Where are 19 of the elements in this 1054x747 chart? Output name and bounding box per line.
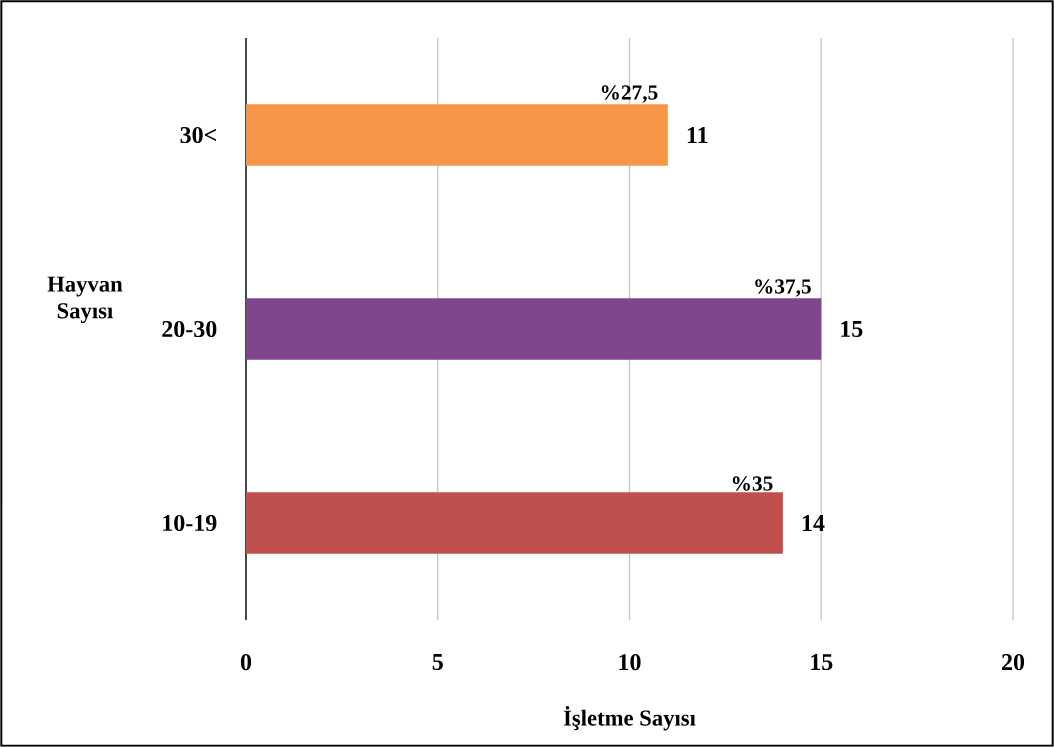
bar — [246, 104, 668, 166]
bar — [246, 492, 783, 554]
y-tick-label: 30< — [180, 126, 216, 144]
y-tick-label: 10-19 — [163, 514, 217, 532]
y-tick-label: 20-30 — [162, 320, 217, 338]
annotation: %37,5 — [755, 279, 811, 297]
x-tick-label: 15 — [811, 654, 833, 671]
x-tick-label: 0 — [240, 654, 252, 671]
annotation: %35 — [732, 476, 773, 491]
data-label: 14 — [802, 515, 825, 531]
x-tick-label: 20 — [1002, 654, 1025, 671]
y-axis-title: Hayvan Sayısı — [47, 276, 123, 324]
annotation: %27,5 — [601, 85, 658, 103]
x-axis-title: İşletme Sayısı — [563, 706, 696, 731]
data-label: 11 — [687, 127, 708, 143]
data-label: 15 — [841, 320, 863, 338]
bar — [246, 298, 822, 360]
x-tick-label: 10 — [619, 654, 641, 671]
x-tick-label: 5 — [432, 654, 443, 670]
